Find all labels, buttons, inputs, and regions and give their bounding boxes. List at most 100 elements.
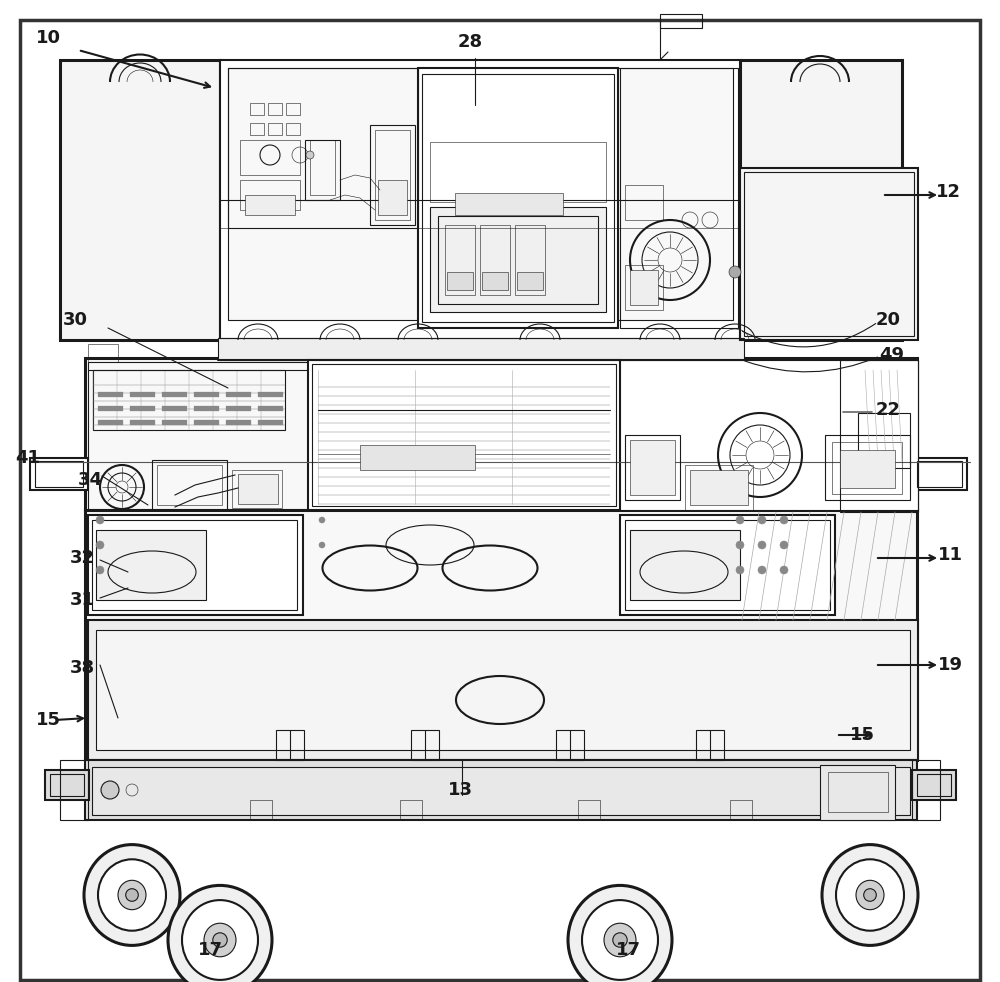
Text: 22: 22 xyxy=(876,401,900,419)
Bar xyxy=(130,406,155,411)
Ellipse shape xyxy=(604,923,636,956)
Circle shape xyxy=(758,516,766,524)
Circle shape xyxy=(96,516,104,524)
Bar xyxy=(578,800,600,820)
Bar xyxy=(517,272,543,290)
Bar xyxy=(88,344,118,362)
Bar xyxy=(250,800,272,820)
Circle shape xyxy=(780,566,788,574)
Ellipse shape xyxy=(84,845,180,946)
Bar xyxy=(194,406,219,411)
Bar xyxy=(268,103,282,115)
Bar xyxy=(240,180,300,210)
Bar xyxy=(308,360,620,510)
Bar xyxy=(625,520,830,610)
Circle shape xyxy=(306,151,314,159)
Bar xyxy=(411,730,439,760)
Text: 32: 32 xyxy=(70,549,94,567)
Bar xyxy=(268,123,282,135)
Bar xyxy=(30,458,88,490)
Bar xyxy=(744,172,914,336)
Circle shape xyxy=(96,566,104,574)
Bar xyxy=(92,767,910,815)
Text: 11: 11 xyxy=(938,546,962,564)
Bar xyxy=(162,406,187,411)
Bar xyxy=(840,360,918,512)
Text: 20: 20 xyxy=(876,311,900,329)
Text: 13: 13 xyxy=(448,781,473,799)
Text: 15: 15 xyxy=(850,726,874,744)
Bar xyxy=(35,461,83,487)
Bar xyxy=(430,142,606,202)
Bar xyxy=(45,770,89,800)
Bar xyxy=(820,765,895,820)
Ellipse shape xyxy=(118,880,146,909)
Text: 10: 10 xyxy=(36,29,60,47)
Text: 17: 17 xyxy=(198,941,222,959)
Bar xyxy=(515,225,545,295)
Bar xyxy=(480,225,510,295)
Bar xyxy=(96,530,206,600)
Ellipse shape xyxy=(582,900,658,980)
Bar xyxy=(620,68,738,328)
Bar xyxy=(620,515,835,615)
Bar xyxy=(228,68,418,228)
Bar xyxy=(455,193,563,215)
Text: 28: 28 xyxy=(457,33,483,51)
Bar xyxy=(305,140,340,200)
Ellipse shape xyxy=(182,900,258,980)
Bar xyxy=(250,103,264,115)
Bar xyxy=(740,60,902,340)
Ellipse shape xyxy=(204,923,236,956)
Bar xyxy=(194,420,219,425)
Bar xyxy=(152,460,227,510)
Bar xyxy=(226,420,251,425)
Circle shape xyxy=(780,516,788,524)
Circle shape xyxy=(758,566,766,574)
Bar xyxy=(556,730,584,760)
Text: 17: 17 xyxy=(616,941,640,959)
Bar xyxy=(258,406,283,411)
Bar xyxy=(130,420,155,425)
Bar xyxy=(93,370,285,430)
Circle shape xyxy=(319,542,325,548)
Bar xyxy=(430,207,606,312)
Bar xyxy=(245,195,295,215)
Bar xyxy=(60,60,220,340)
Bar xyxy=(912,760,940,820)
Bar xyxy=(400,800,422,820)
Bar xyxy=(832,442,902,494)
Bar xyxy=(88,362,308,510)
Bar xyxy=(696,730,724,760)
Bar xyxy=(378,180,407,215)
Bar xyxy=(88,620,918,760)
Bar xyxy=(360,445,475,470)
Bar xyxy=(310,140,335,195)
Bar xyxy=(740,168,918,340)
Text: 31: 31 xyxy=(70,591,94,609)
Bar xyxy=(625,185,663,220)
Bar xyxy=(685,465,753,510)
Bar xyxy=(858,413,910,468)
Bar xyxy=(85,760,917,820)
Bar xyxy=(690,470,748,505)
Text: 49: 49 xyxy=(880,346,904,364)
Text: 19: 19 xyxy=(938,656,962,674)
Bar xyxy=(625,435,680,500)
Bar xyxy=(438,216,598,304)
Bar xyxy=(226,406,251,411)
Bar xyxy=(50,774,84,796)
Ellipse shape xyxy=(98,859,166,931)
Bar xyxy=(445,225,475,295)
Text: 38: 38 xyxy=(69,659,95,677)
Bar xyxy=(258,392,283,397)
Bar xyxy=(630,440,675,495)
Bar xyxy=(85,510,917,760)
Bar xyxy=(370,125,415,225)
Circle shape xyxy=(101,781,119,799)
Circle shape xyxy=(758,541,766,549)
Bar xyxy=(250,123,264,135)
Bar xyxy=(912,770,956,800)
Bar xyxy=(840,450,895,488)
Text: 12: 12 xyxy=(936,183,960,201)
